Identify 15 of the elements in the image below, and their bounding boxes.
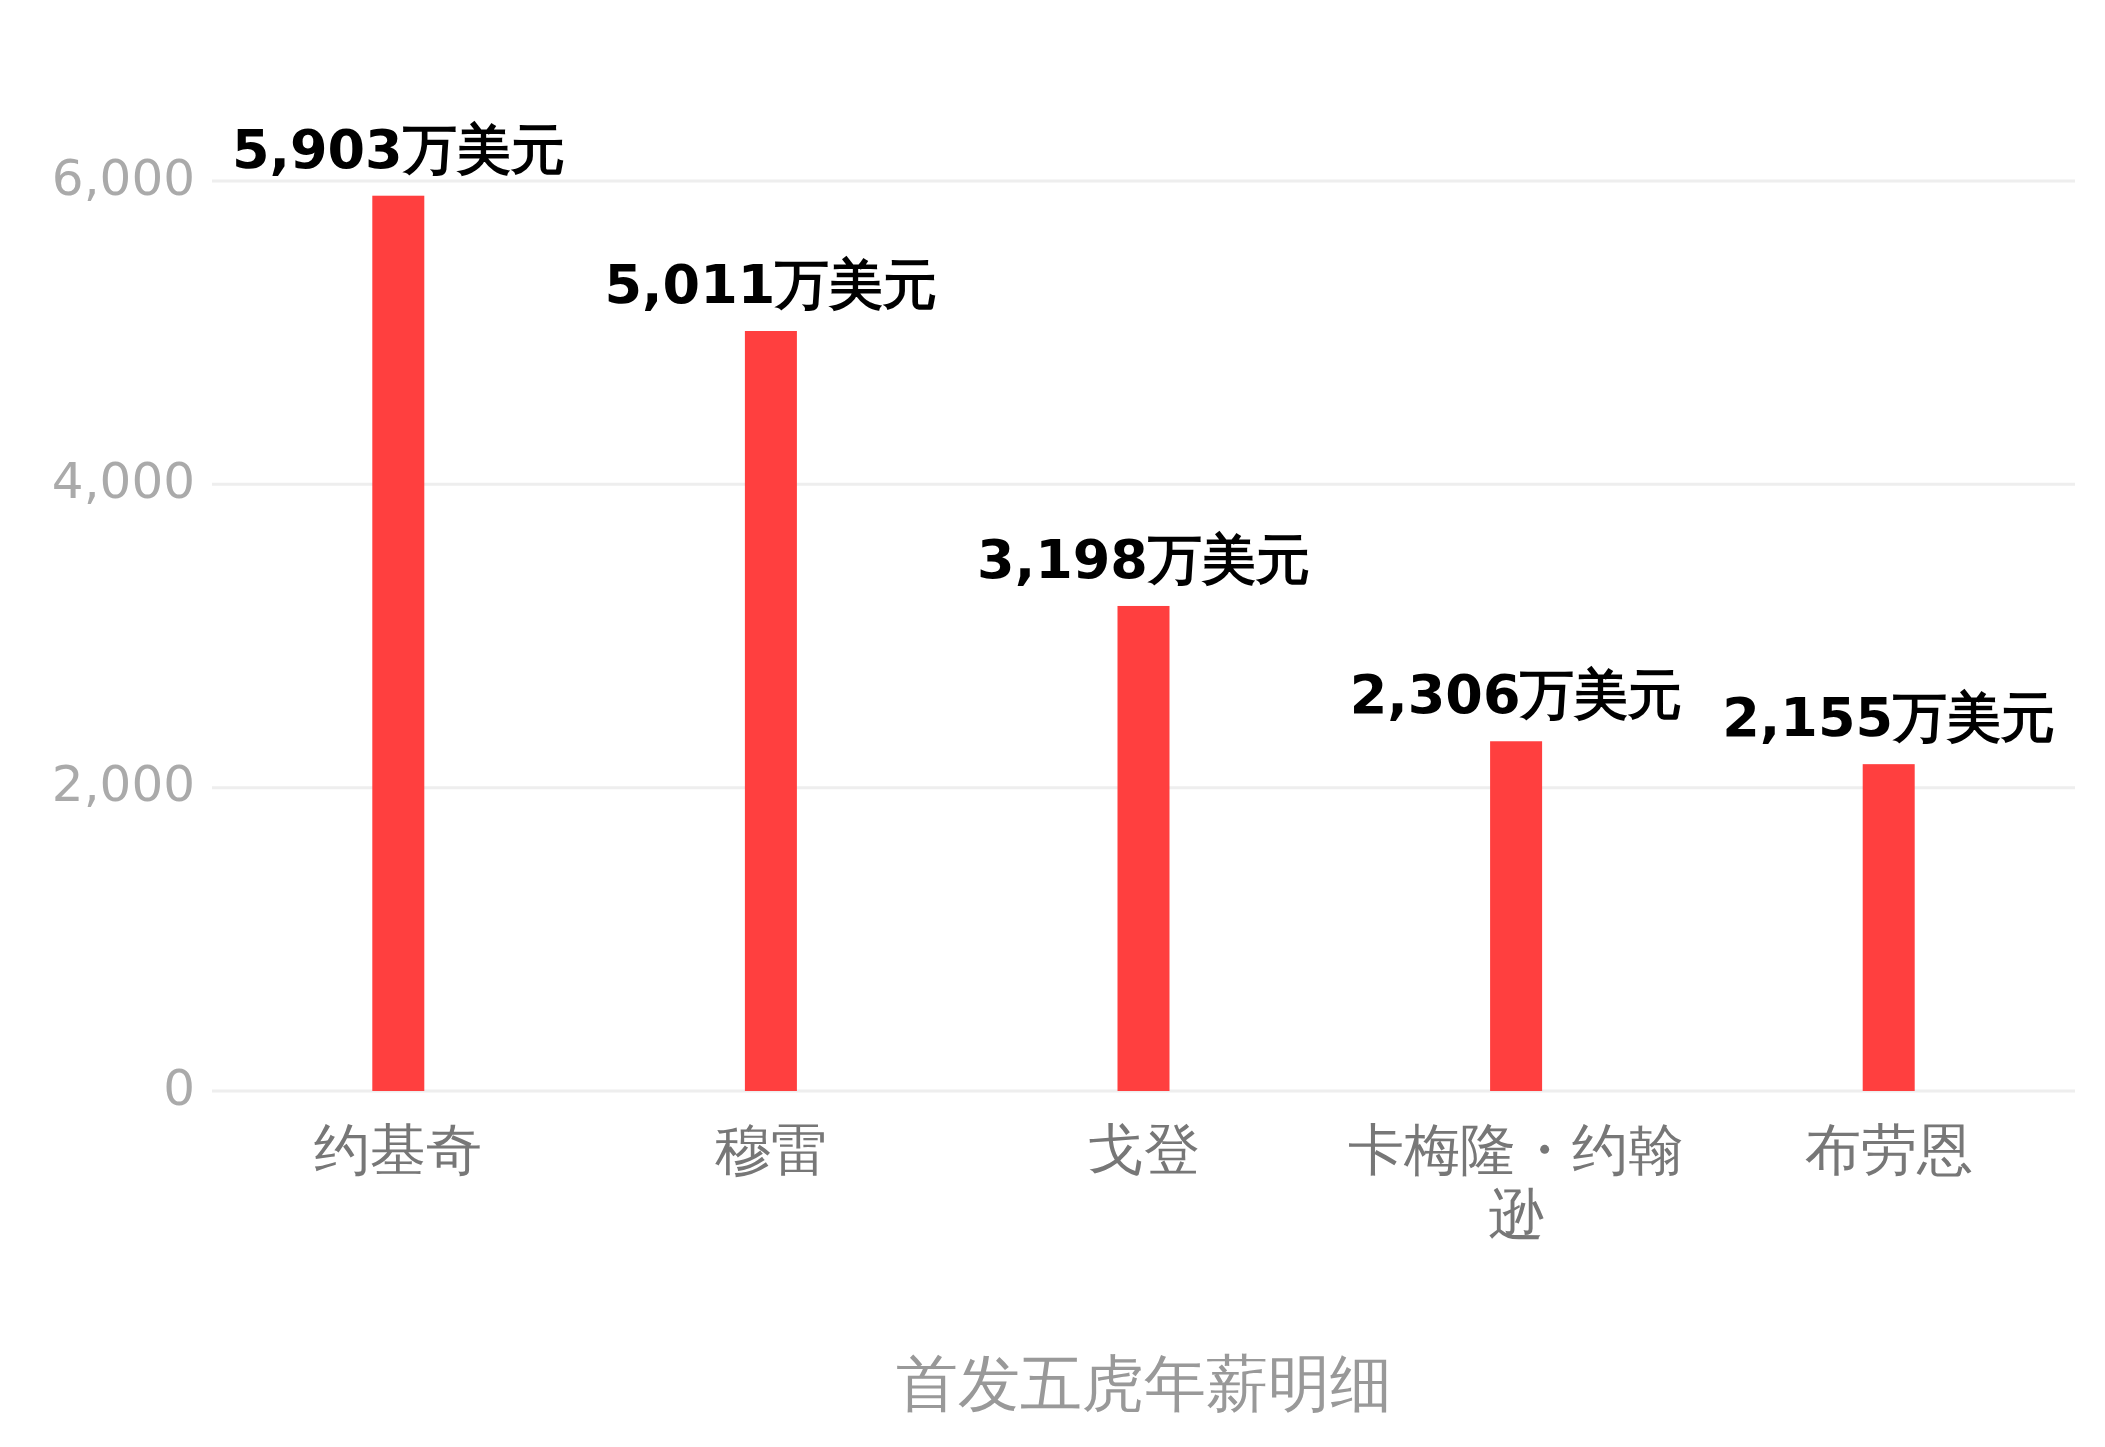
x-tick-label: 卡梅隆・约翰逊 <box>1348 1117 1685 1246</box>
x-tick-label: 戈登 <box>1087 1117 1200 1182</box>
title: 首发五虎年薪明细 <box>895 1347 1392 1420</box>
y-tick-label: 6,000 <box>51 148 195 207</box>
y-tick-label: 0 <box>163 1058 195 1117</box>
x-tick-label: 约基奇 <box>314 1117 483 1182</box>
data-label: 2,306万美元 <box>1349 663 1683 727</box>
x-tick-label: 穆雷 <box>714 1117 827 1182</box>
data-label: 5,903万美元 <box>231 117 565 181</box>
y-tick-label: 4,000 <box>51 451 195 510</box>
x-tick-label: 布劳恩 <box>1804 1117 1973 1182</box>
y-tick-label: 2,000 <box>51 755 195 814</box>
data-label: 5,011万美元 <box>604 253 938 316</box>
data-label: 2,155万美元 <box>1722 686 2056 750</box>
data-label: 3,198万美元 <box>977 527 1310 591</box>
